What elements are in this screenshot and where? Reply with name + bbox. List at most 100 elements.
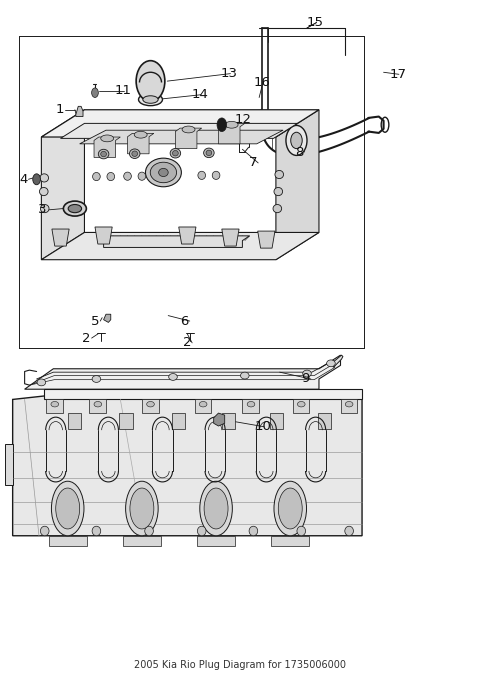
Text: 14: 14 bbox=[191, 88, 208, 101]
Text: 1: 1 bbox=[56, 103, 64, 116]
Ellipse shape bbox=[94, 402, 102, 407]
Ellipse shape bbox=[124, 172, 132, 180]
Ellipse shape bbox=[40, 204, 49, 212]
Text: 5: 5 bbox=[91, 315, 99, 328]
Ellipse shape bbox=[274, 482, 307, 535]
Ellipse shape bbox=[39, 187, 48, 195]
Polygon shape bbox=[128, 133, 154, 154]
Text: 7: 7 bbox=[249, 156, 257, 169]
Ellipse shape bbox=[199, 402, 207, 407]
Text: 8: 8 bbox=[295, 145, 303, 158]
Polygon shape bbox=[333, 355, 343, 367]
Ellipse shape bbox=[170, 148, 180, 158]
Polygon shape bbox=[197, 535, 235, 546]
Text: 2: 2 bbox=[182, 336, 191, 350]
Polygon shape bbox=[222, 229, 239, 246]
Ellipse shape bbox=[92, 526, 101, 535]
Polygon shape bbox=[175, 128, 202, 148]
Ellipse shape bbox=[126, 482, 158, 535]
Ellipse shape bbox=[204, 488, 228, 529]
Polygon shape bbox=[179, 227, 196, 244]
Circle shape bbox=[33, 174, 40, 184]
Polygon shape bbox=[318, 413, 331, 429]
Ellipse shape bbox=[247, 402, 255, 407]
Ellipse shape bbox=[212, 171, 220, 180]
Ellipse shape bbox=[168, 374, 177, 380]
Polygon shape bbox=[52, 229, 69, 246]
Ellipse shape bbox=[197, 526, 206, 535]
Ellipse shape bbox=[40, 526, 49, 535]
Ellipse shape bbox=[37, 379, 46, 386]
Ellipse shape bbox=[130, 149, 140, 158]
Polygon shape bbox=[194, 400, 211, 413]
Polygon shape bbox=[104, 236, 250, 247]
Ellipse shape bbox=[206, 150, 212, 156]
Circle shape bbox=[291, 133, 302, 149]
Polygon shape bbox=[104, 314, 111, 322]
Polygon shape bbox=[4, 444, 12, 485]
Text: 12: 12 bbox=[234, 113, 251, 126]
Ellipse shape bbox=[240, 372, 249, 379]
Polygon shape bbox=[44, 389, 362, 400]
Text: 11: 11 bbox=[115, 84, 132, 97]
Ellipse shape bbox=[51, 402, 59, 407]
Ellipse shape bbox=[138, 172, 146, 180]
Polygon shape bbox=[41, 232, 319, 260]
Ellipse shape bbox=[101, 135, 114, 142]
Text: 4: 4 bbox=[19, 173, 27, 186]
Ellipse shape bbox=[249, 526, 258, 535]
Ellipse shape bbox=[51, 482, 84, 535]
Polygon shape bbox=[270, 413, 283, 429]
Ellipse shape bbox=[92, 376, 101, 382]
Polygon shape bbox=[60, 124, 298, 139]
Ellipse shape bbox=[130, 488, 154, 529]
Text: 9: 9 bbox=[301, 372, 310, 385]
Polygon shape bbox=[214, 413, 225, 426]
Ellipse shape bbox=[158, 169, 168, 176]
Ellipse shape bbox=[172, 150, 178, 156]
Ellipse shape bbox=[132, 151, 138, 156]
Ellipse shape bbox=[225, 122, 238, 128]
Ellipse shape bbox=[145, 158, 181, 186]
Text: 3: 3 bbox=[38, 204, 47, 217]
Text: 17: 17 bbox=[389, 68, 407, 81]
Polygon shape bbox=[142, 400, 158, 413]
Text: 6: 6 bbox=[180, 315, 189, 328]
Ellipse shape bbox=[56, 488, 80, 529]
Ellipse shape bbox=[143, 96, 158, 103]
Ellipse shape bbox=[68, 204, 82, 212]
Circle shape bbox=[136, 61, 165, 102]
Polygon shape bbox=[172, 413, 185, 429]
Text: 2005 Kia Rio Plug Diagram for 1735006000: 2005 Kia Rio Plug Diagram for 1735006000 bbox=[134, 660, 346, 670]
Ellipse shape bbox=[147, 402, 155, 407]
Circle shape bbox=[217, 118, 227, 132]
Polygon shape bbox=[276, 110, 319, 260]
Ellipse shape bbox=[93, 173, 100, 180]
Ellipse shape bbox=[139, 94, 162, 106]
Ellipse shape bbox=[101, 152, 107, 157]
Ellipse shape bbox=[298, 402, 305, 407]
Ellipse shape bbox=[345, 402, 353, 407]
Ellipse shape bbox=[63, 201, 86, 216]
Ellipse shape bbox=[274, 187, 283, 195]
Ellipse shape bbox=[297, 526, 306, 535]
Polygon shape bbox=[94, 137, 120, 158]
Ellipse shape bbox=[204, 148, 214, 158]
Circle shape bbox=[286, 126, 307, 156]
Polygon shape bbox=[48, 535, 87, 546]
Polygon shape bbox=[242, 400, 259, 413]
Ellipse shape bbox=[326, 360, 335, 367]
Ellipse shape bbox=[345, 526, 353, 535]
Circle shape bbox=[92, 88, 98, 98]
Ellipse shape bbox=[273, 204, 282, 212]
Ellipse shape bbox=[150, 163, 177, 182]
Ellipse shape bbox=[200, 482, 232, 535]
Polygon shape bbox=[120, 413, 133, 429]
Polygon shape bbox=[222, 413, 235, 429]
Ellipse shape bbox=[134, 131, 147, 138]
Polygon shape bbox=[293, 400, 310, 413]
Polygon shape bbox=[95, 227, 112, 244]
Ellipse shape bbox=[275, 171, 284, 178]
Ellipse shape bbox=[98, 150, 109, 159]
Ellipse shape bbox=[278, 488, 302, 529]
